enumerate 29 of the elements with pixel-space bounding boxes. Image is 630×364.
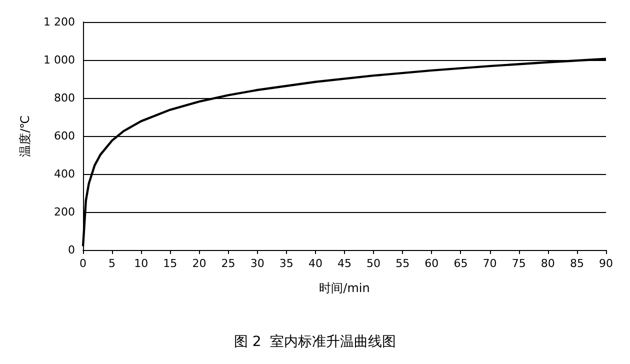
y-tick-label: 0 bbox=[68, 244, 75, 256]
x-tick-label: 55 bbox=[396, 257, 410, 270]
y-axis-title: 温度/℃ bbox=[18, 115, 32, 157]
x-tick-label: 80 bbox=[540, 257, 555, 270]
x-tick-label: 20 bbox=[192, 257, 206, 270]
y-tick-label: 400 bbox=[54, 168, 75, 180]
x-tick-label: 30 bbox=[250, 257, 264, 270]
x-tick-label: 0 bbox=[80, 257, 86, 270]
x-tick-label: 70 bbox=[482, 257, 497, 270]
y-tick-label: 600 bbox=[54, 130, 75, 142]
y-tick-label: 1 200 bbox=[44, 16, 75, 28]
x-tick-label: 75 bbox=[512, 257, 526, 270]
y-tick-label: 1 000 bbox=[44, 54, 75, 66]
x-tick-label: 35 bbox=[279, 257, 294, 270]
x-tick-label: 40 bbox=[308, 257, 322, 270]
x-tick-label: 45 bbox=[338, 257, 352, 270]
x-tick-label: 5 bbox=[108, 257, 116, 270]
x-tick-label: 85 bbox=[570, 257, 584, 270]
x-tick-label: 15 bbox=[163, 257, 178, 270]
x-tick-label: 10 bbox=[134, 257, 148, 270]
text: 图 2 室内标准升温曲线图 bbox=[234, 334, 396, 350]
x-axis-title: 时间/min bbox=[319, 281, 370, 295]
x-tick-label: 25 bbox=[221, 257, 236, 270]
y-tick-label: 200 bbox=[54, 206, 75, 218]
x-tick-label: 65 bbox=[454, 257, 468, 270]
x-tick-label: 90 bbox=[599, 257, 613, 270]
x-tick-label: 60 bbox=[424, 257, 439, 270]
y-tick-label: 800 bbox=[54, 92, 75, 104]
x-tick-label: 50 bbox=[366, 257, 381, 270]
